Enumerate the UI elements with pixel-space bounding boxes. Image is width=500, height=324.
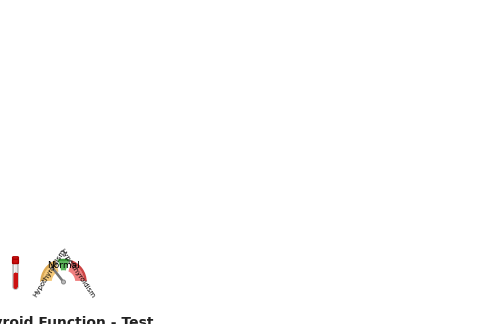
Wedge shape bbox=[66, 261, 86, 282]
FancyBboxPatch shape bbox=[12, 259, 18, 263]
Text: Normal: Normal bbox=[47, 261, 80, 270]
Wedge shape bbox=[56, 260, 70, 272]
Bar bbox=[14, 272, 18, 287]
Text: Hyperthyroidism: Hyperthyroidism bbox=[58, 247, 96, 299]
FancyBboxPatch shape bbox=[12, 257, 18, 259]
FancyBboxPatch shape bbox=[13, 259, 18, 289]
Circle shape bbox=[62, 281, 64, 283]
Text: Hypothyroidism: Hypothyroidism bbox=[32, 249, 67, 298]
Text: Thyroid Function - Test: Thyroid Function - Test bbox=[0, 316, 153, 324]
Circle shape bbox=[62, 280, 66, 284]
Wedge shape bbox=[42, 261, 60, 282]
FancyBboxPatch shape bbox=[14, 272, 18, 289]
